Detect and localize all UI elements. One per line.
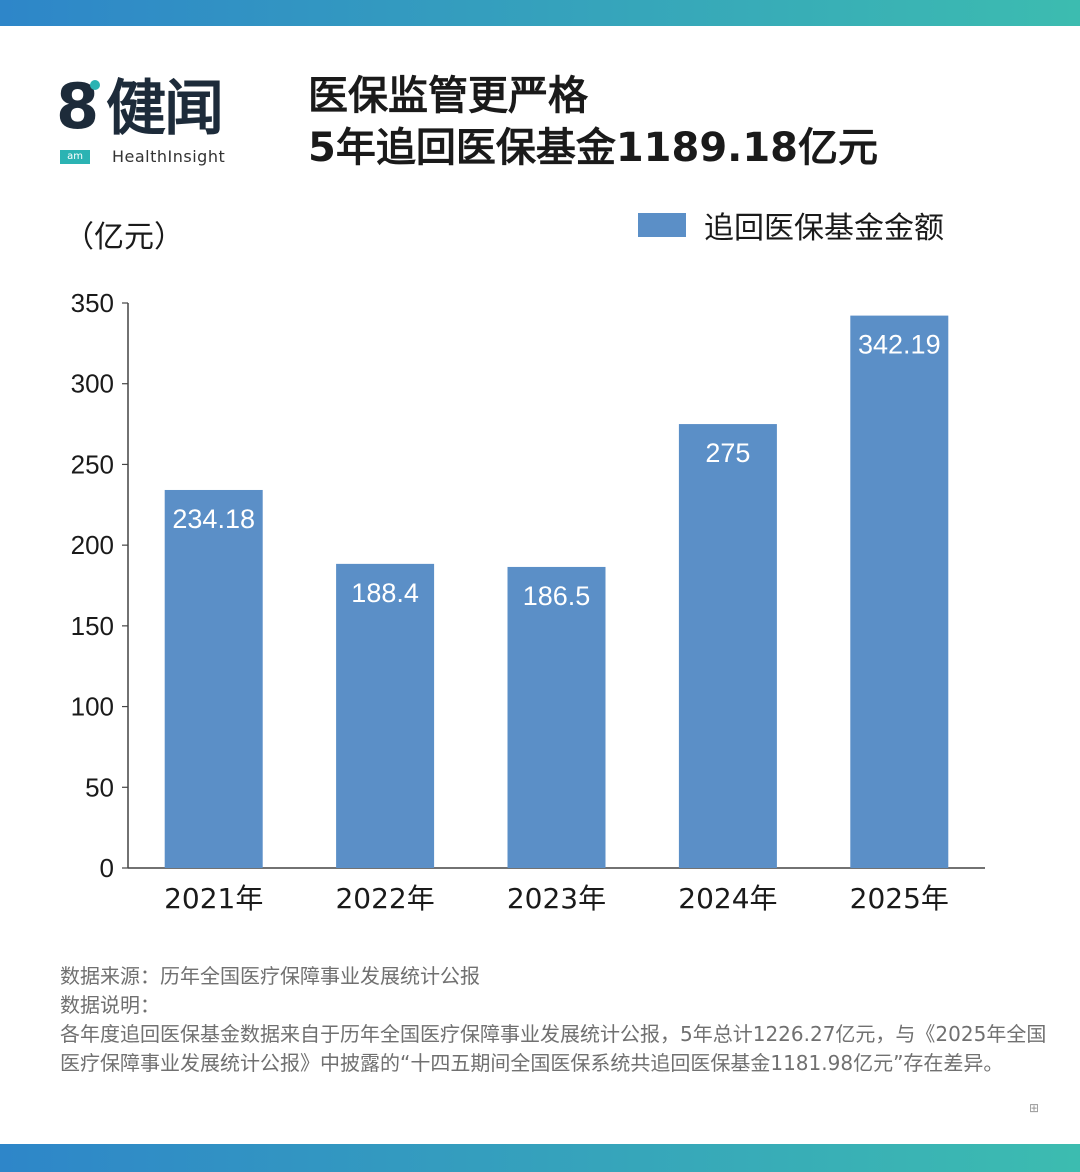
x-tick-label: 2021年 — [164, 882, 263, 915]
logo-dot-icon — [90, 80, 100, 90]
bar-data-label: 186.5 — [523, 581, 591, 611]
y-tick-label: 250 — [71, 449, 114, 479]
legend-swatch — [638, 213, 686, 237]
x-tick-label: 2022年 — [335, 882, 434, 915]
source-note: 数据来源：历年全国医疗保障事业发展统计公报 — [60, 964, 480, 988]
bar-data-label: 234.18 — [172, 504, 255, 534]
y-tick-label: 100 — [71, 692, 114, 722]
explain-body: 各年度追回医保基金数据来自于历年全国医疗保障事业发展统计公报，5年总计1226.… — [60, 1022, 1047, 1075]
y-tick-label: 0 — [100, 853, 114, 883]
logo-chinese-text: 健闻 — [106, 74, 224, 144]
bar-data-label: 188.4 — [351, 578, 419, 608]
chart-notes: 数据来源：历年全国医疗保障事业发展统计公报 数据说明： 各年度追回医保基金数据来… — [60, 962, 1050, 1078]
bar — [850, 315, 949, 869]
explain-title: 数据说明： — [60, 993, 160, 1017]
legend-label: 追回医保基金金额 — [704, 211, 944, 246]
bar-data-label: 342.19 — [858, 330, 941, 360]
bar-data-label: 275 — [705, 438, 750, 468]
brand-logo: 8 健闻 am HealthInsight — [56, 72, 246, 172]
title-line-2: 5年追回医保基金1189.18亿元 — [308, 125, 879, 171]
page-title: 医保监管更严格 5年追回医保基金1189.18亿元 — [308, 70, 878, 174]
x-tick-label: 2023年 — [507, 882, 606, 915]
chart-legend: 追回医保基金金额 — [638, 203, 944, 247]
y-tick-label: 200 — [71, 530, 114, 560]
logo-badge: am — [60, 150, 90, 164]
bar — [507, 566, 606, 868]
x-tick-label: 2024年 — [678, 882, 777, 915]
bar — [336, 563, 435, 868]
title-line-1: 医保监管更严格 — [308, 73, 588, 119]
y-axis-unit-label: （亿元） — [64, 220, 184, 255]
logo-english-text: HealthInsight — [112, 147, 226, 166]
top-gradient-band — [0, 0, 1080, 26]
bottom-gradient-band — [0, 1144, 1080, 1172]
x-tick-label: 2025年 — [850, 882, 949, 915]
bar — [678, 424, 777, 868]
bar-chart: 0 50 100 150 200 250 300 350 234.18 2021年 188.4 202… — [71, 288, 985, 915]
corner-mark-icon: ⊞ — [1029, 1101, 1040, 1115]
y-tick-label: 350 — [71, 288, 114, 318]
y-tick-label: 150 — [71, 611, 114, 641]
y-tick-label: 50 — [85, 772, 114, 802]
bar — [164, 489, 263, 868]
y-tick-label: 300 — [71, 369, 114, 399]
